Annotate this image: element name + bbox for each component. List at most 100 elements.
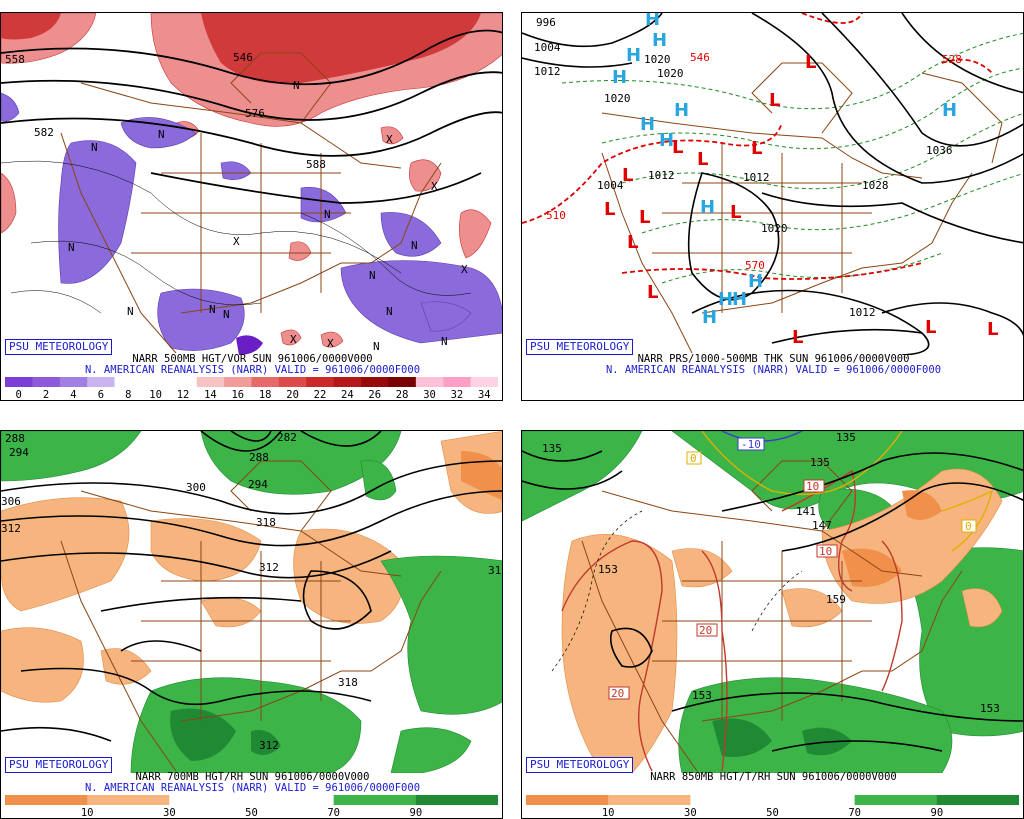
svg-text:582: 582 <box>34 126 54 139</box>
svg-text:159: 159 <box>826 593 846 606</box>
svg-text:153: 153 <box>980 702 1000 715</box>
svg-text:L: L <box>627 232 638 253</box>
scale-swatch <box>388 377 417 387</box>
svg-text:X: X <box>327 337 334 350</box>
scale-tick-label: 90 <box>930 807 944 819</box>
svg-text:X: X <box>431 180 438 193</box>
panel-title-line: NARR 850MB HGT/T/RH SUN 961006/0000V000 <box>650 771 897 783</box>
svg-text:L: L <box>604 199 615 220</box>
svg-text:1004: 1004 <box>597 179 624 192</box>
scale-swatch <box>333 795 417 805</box>
svg-text:135: 135 <box>542 442 562 455</box>
panel-valid-line: N. AMERICAN REANALYSIS (NARR) VALID = 96… <box>605 364 942 376</box>
svg-text:306: 306 <box>1 495 21 508</box>
svg-text:1012: 1012 <box>648 169 675 182</box>
scale-swatch <box>251 377 280 387</box>
color-scale <box>5 377 498 387</box>
svg-text:N: N <box>441 335 448 348</box>
scale-tick-label: 10 <box>80 807 94 819</box>
svg-text:1012: 1012 <box>534 65 561 78</box>
scale-tick-label: 18 <box>258 389 272 401</box>
scale-swatch <box>59 377 88 387</box>
svg-text:L: L <box>925 317 936 338</box>
scale-tick-label: 22 <box>313 389 327 401</box>
svg-text:996: 996 <box>536 16 556 29</box>
scale-swatch <box>141 377 170 387</box>
svg-text:L: L <box>639 207 650 228</box>
scale-tick-label: 30 <box>163 807 176 819</box>
scale-tick-label: 34 <box>477 389 491 401</box>
scale-tick-label: 50 <box>245 807 258 819</box>
svg-text:H: H <box>645 13 660 30</box>
scale-swatch <box>278 377 307 387</box>
svg-text:H: H <box>659 130 674 151</box>
psu-meteorology-badge: PSU METEOROLOGY <box>526 757 634 773</box>
scale-tick-label: 0 <box>15 389 22 401</box>
svg-text:0: 0 <box>690 452 697 465</box>
svg-text:N: N <box>386 305 393 318</box>
svg-text:1020: 1020 <box>657 67 684 80</box>
color-scale-ticks: 10 30 50 70 90 <box>5 807 498 819</box>
scale-swatch <box>196 377 225 387</box>
svg-text:141: 141 <box>796 505 816 518</box>
scale-swatch <box>169 377 198 387</box>
scale-swatch <box>690 795 773 805</box>
svg-text:147: 147 <box>812 519 832 532</box>
scale-tick-label: 30 <box>684 807 697 819</box>
svg-text:576: 576 <box>245 107 265 120</box>
svg-text:570: 570 <box>745 259 765 272</box>
svg-text:312: 312 <box>259 739 279 752</box>
scale-swatch <box>470 377 498 387</box>
svg-text:X: X <box>233 235 240 248</box>
svg-text:135: 135 <box>836 431 856 444</box>
scale-swatch <box>361 377 389 387</box>
svg-text:153: 153 <box>598 563 618 576</box>
svg-text:1028: 1028 <box>862 179 889 192</box>
psu-meteorology-badge: PSU METEOROLOGY <box>5 757 113 773</box>
svg-text:L: L <box>730 202 741 223</box>
svg-text:X: X <box>386 133 393 146</box>
scale-tick-label: 90 <box>409 807 423 819</box>
svg-text:312: 312 <box>1 522 21 535</box>
svg-text:H: H <box>652 30 667 51</box>
svg-text:L: L <box>697 149 708 170</box>
scale-swatch <box>306 377 335 387</box>
svg-text:546: 546 <box>690 51 710 64</box>
panel-700mb-rh: 288 294 306 300 318 312 318 312 288 282 294 312 31… <box>0 430 503 819</box>
scale-tick-label: 8 <box>125 389 132 401</box>
svg-text:H: H <box>640 114 655 135</box>
scale-swatch <box>854 795 938 805</box>
scale-swatch <box>526 795 609 805</box>
svg-text:N: N <box>411 239 418 252</box>
scale-swatch <box>333 377 362 387</box>
scale-swatch <box>936 795 1019 805</box>
svg-text:31: 31 <box>488 564 501 577</box>
svg-text:L: L <box>792 327 803 348</box>
scale-swatch <box>415 377 444 387</box>
svg-text:N: N <box>158 128 165 141</box>
svg-text:288: 288 <box>249 451 269 464</box>
scale-swatch <box>608 795 691 805</box>
scale-tick-label: 30 <box>423 389 436 401</box>
svg-text:135: 135 <box>810 456 830 469</box>
svg-text:H: H <box>674 100 689 121</box>
svg-text:510: 510 <box>546 209 566 222</box>
svg-text:294: 294 <box>248 478 268 491</box>
scale-swatch <box>114 377 143 387</box>
svg-text:H: H <box>732 289 747 310</box>
svg-text:L: L <box>622 165 633 186</box>
svg-text:1004: 1004 <box>534 41 561 54</box>
svg-text:N: N <box>127 305 134 318</box>
scale-swatch <box>251 795 335 805</box>
scale-swatch <box>5 795 88 805</box>
scale-tick-label: 26 <box>368 389 382 401</box>
scale-tick-label: 28 <box>395 389 409 401</box>
svg-text:L: L <box>672 137 683 158</box>
svg-text:H: H <box>612 67 627 88</box>
scale-tick-label: 32 <box>450 389 464 401</box>
svg-text:L: L <box>769 90 780 111</box>
svg-text:H: H <box>942 100 957 121</box>
svg-text:-10: -10 <box>741 438 761 451</box>
svg-text:10: 10 <box>806 480 819 493</box>
